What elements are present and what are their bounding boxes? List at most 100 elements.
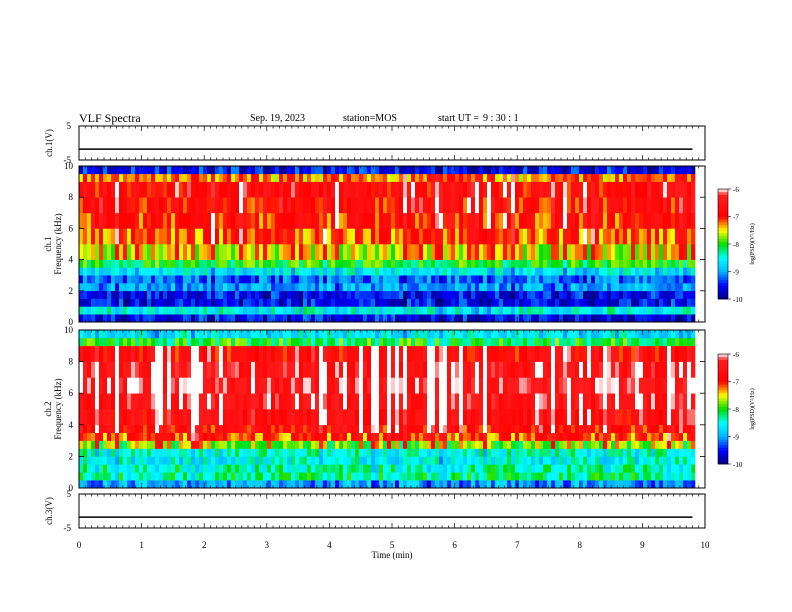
psd-cell — [515, 409, 520, 426]
psd-cell — [339, 345, 344, 362]
psd-cell — [523, 345, 528, 362]
psd-cell — [655, 181, 660, 198]
psd-cell — [455, 197, 460, 214]
psd-cell — [287, 432, 292, 441]
psd-cell — [291, 283, 296, 292]
psd-cell — [151, 345, 156, 362]
psd-cell — [615, 275, 620, 284]
psd-cell — [107, 290, 112, 299]
psd-cell — [347, 377, 352, 394]
psd-cell — [139, 409, 144, 426]
psd-cell — [351, 259, 356, 268]
psd-cell — [255, 448, 260, 457]
psd-cell — [99, 306, 104, 315]
psd-cell — [523, 244, 528, 260]
psd-cell — [179, 314, 184, 323]
psd-cell — [503, 275, 508, 284]
psd-cell — [147, 456, 152, 465]
psd-cell — [291, 456, 296, 465]
psd-cell — [583, 181, 588, 198]
psd-cell — [659, 181, 664, 198]
psd-cell — [443, 290, 448, 299]
psd-cell — [103, 464, 108, 473]
psd-cell — [403, 330, 408, 339]
psd-cell — [619, 345, 624, 362]
psd-cell — [303, 464, 308, 473]
psd-cell — [267, 472, 272, 481]
psd-cell — [431, 464, 436, 473]
psd-cell — [239, 228, 244, 245]
psd-cell — [99, 267, 104, 276]
psd-cell — [539, 212, 544, 229]
psd-cell — [383, 409, 388, 426]
colorbar-tick-label: -8 — [733, 241, 739, 249]
psd-cell — [375, 440, 380, 449]
psd-cell — [311, 228, 316, 245]
psd-cell — [111, 181, 116, 198]
psd-cell — [107, 181, 112, 198]
psd-cell — [107, 337, 112, 347]
psd-cell — [519, 345, 524, 362]
psd-cell — [531, 480, 536, 489]
psd-cell — [155, 464, 160, 473]
psd-cell — [615, 440, 620, 449]
psd-cell — [687, 267, 692, 276]
psd-cell — [603, 212, 608, 229]
psd-cell — [351, 361, 356, 378]
psd-cell — [359, 275, 364, 284]
psd-cell — [83, 267, 88, 276]
psd-cell — [223, 472, 228, 481]
psd-cell — [535, 330, 540, 339]
psd-cell — [123, 424, 128, 433]
psd-cell — [323, 306, 328, 315]
psd-cell — [323, 345, 328, 362]
psd-cell — [663, 448, 668, 457]
psd-cell — [543, 306, 548, 315]
psd-cell — [571, 283, 576, 292]
psd-cell — [607, 440, 612, 449]
psd-cell — [543, 290, 548, 299]
psd-cell — [443, 314, 448, 323]
psd-cell — [507, 181, 512, 198]
psd-cell — [431, 393, 436, 410]
psd-cell — [215, 440, 220, 449]
psd-cell — [679, 259, 684, 268]
psd-cell — [487, 464, 492, 473]
psd-cell — [343, 409, 348, 426]
psd-cell — [403, 337, 408, 347]
psd-cell — [683, 244, 688, 260]
psd-cell — [471, 424, 476, 433]
psd-cell — [551, 377, 556, 394]
psd-cell — [571, 197, 576, 214]
psd-cell — [563, 283, 568, 292]
psd-cell — [327, 290, 332, 299]
psd-cell — [371, 393, 376, 410]
psd-cell — [235, 361, 240, 378]
psd-cell — [463, 330, 468, 339]
psd-cell — [151, 259, 156, 268]
psd-cell — [263, 298, 268, 307]
psd-cell — [115, 212, 120, 229]
psd-cell — [531, 212, 536, 229]
psd-cell — [431, 377, 436, 394]
psd-cell — [343, 472, 348, 481]
psd-cell — [283, 181, 288, 198]
psd-cell — [615, 166, 620, 175]
colorbar-cell — [718, 189, 728, 193]
psd-cell — [559, 197, 564, 214]
psd-cell — [507, 244, 512, 260]
psd-cell — [115, 330, 120, 339]
psd-cell — [323, 440, 328, 449]
psd-cell — [215, 228, 220, 245]
psd-cell — [407, 197, 412, 214]
psd-cell — [179, 330, 184, 339]
psd-cell — [291, 432, 296, 441]
psd-cell — [427, 314, 432, 323]
psd-cell — [575, 173, 580, 182]
psd-cell — [107, 212, 112, 229]
psd-cell — [263, 166, 268, 175]
psd-cell — [567, 337, 572, 347]
psd-cell — [671, 259, 676, 268]
psd-cell — [495, 361, 500, 378]
psd-cell — [507, 464, 512, 473]
